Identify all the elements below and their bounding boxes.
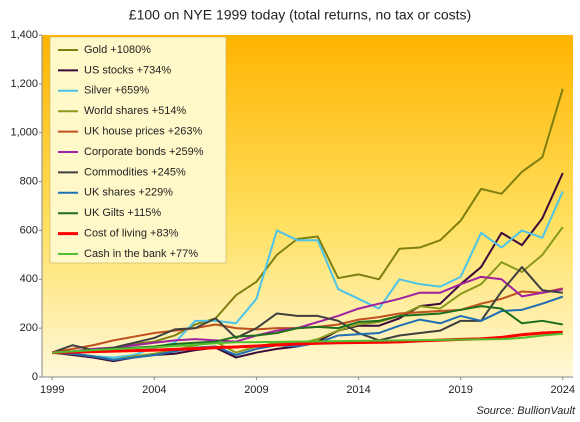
- legend-label: Corporate bonds +259%: [84, 146, 204, 158]
- y-tick-label: 200: [20, 322, 38, 334]
- legend-label: Cash in the bank +77%: [84, 248, 198, 260]
- series-line: [52, 275, 563, 354]
- legend-label: UK Gilts +115%: [84, 207, 161, 219]
- legend-label: US stocks +734%: [84, 64, 171, 76]
- y-tick-label: 1,000: [10, 127, 38, 139]
- series-line: [52, 190, 564, 359]
- source: Source: BullionVault: [476, 405, 576, 417]
- legend-label: Commodities +245%: [84, 166, 186, 178]
- x-tick-label: 1999: [40, 384, 64, 396]
- y-tick-label: 0: [32, 371, 38, 383]
- y-tick-label: 1,200: [10, 78, 38, 90]
- legend-label: World shares +514%: [84, 105, 186, 117]
- legend-label: UK shares +229%: [84, 187, 173, 199]
- y-tick-label: 400: [20, 273, 38, 285]
- y-tick-label: 800: [20, 175, 38, 187]
- x-tick-label: 2009: [244, 384, 268, 396]
- x-tick-label: 2024: [551, 384, 575, 396]
- series-line: [52, 332, 563, 354]
- legend-label: UK house prices +263%: [84, 126, 203, 138]
- x-tick-label: 2014: [346, 384, 370, 396]
- y-tick-label: 600: [20, 224, 38, 236]
- legend-label: Gold +1080%: [84, 44, 151, 56]
- chart-title: £100 on NYE 1999 today (total returns, n…: [129, 7, 471, 23]
- legend-box: [49, 36, 227, 264]
- legend-label: Cost of living +83%: [84, 228, 179, 240]
- series-line: [52, 88, 564, 354]
- y-tick-label: 1,400: [10, 29, 38, 41]
- x-tick-label: 2019: [448, 384, 472, 396]
- x-tick-label: 2004: [142, 384, 166, 396]
- legend-label: Silver +659%: [84, 85, 149, 97]
